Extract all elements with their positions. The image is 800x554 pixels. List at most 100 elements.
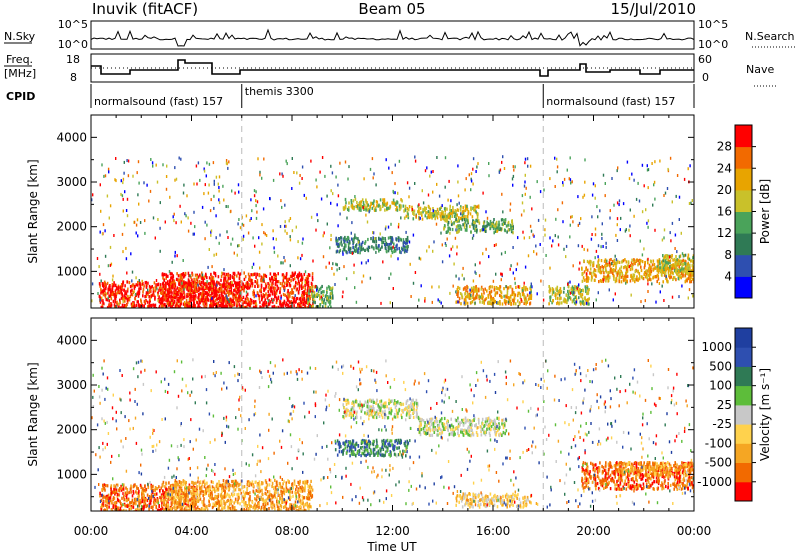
- range-gate-cell: [326, 194, 328, 198]
- range-gate-cell: [157, 299, 159, 303]
- y-tick-label: 3000: [56, 175, 87, 189]
- range-gate-cell: [202, 285, 204, 289]
- range-gate-cell: [470, 301, 473, 305]
- colorbar-segment: [735, 168, 752, 191]
- range-gate-cell: [173, 293, 175, 297]
- range-gate-cell: [529, 195, 531, 199]
- range-gate-cell: [345, 201, 347, 205]
- range-gate-cell: [509, 208, 511, 212]
- range-gate-cell: [215, 295, 218, 299]
- range-gate-cell: [101, 488, 103, 492]
- range-gate-cell: [208, 276, 211, 280]
- range-gate-cell: [661, 262, 664, 266]
- range-gate-cell: [476, 289, 479, 293]
- range-gate-cell: [367, 245, 370, 249]
- range-gate-cell: [203, 192, 205, 196]
- range-gate-cell: [495, 272, 497, 276]
- range-gate-cell: [287, 305, 289, 308]
- range-gate-cell: [616, 223, 618, 227]
- range-gate-cell: [360, 245, 363, 249]
- range-gate-cell: [352, 238, 355, 242]
- range-gate-cell: [563, 286, 565, 290]
- range-gate-cell: [137, 280, 139, 285]
- range-gate-cell: [372, 176, 374, 180]
- range-gate-cell: [476, 165, 478, 169]
- range-gate-cell: [664, 191, 667, 195]
- range-gate-cell: [223, 272, 226, 276]
- range-gate-cell: [548, 302, 550, 306]
- range-gate-cell: [385, 250, 388, 254]
- range-gate-cell: [289, 305, 292, 308]
- range-gate-cell: [289, 291, 292, 295]
- range-gate-cell: [306, 294, 308, 298]
- range-gate-cell: [459, 206, 462, 211]
- range-gate-cell: [158, 306, 160, 308]
- range-gate-cell: [463, 225, 466, 229]
- range-gate-cell: [360, 204, 362, 208]
- range-gate-cell: [571, 285, 574, 289]
- range-gate-cell: [99, 284, 101, 288]
- range-gate-cell: [160, 291, 163, 295]
- range-gate-cell: [119, 500, 121, 504]
- range-gate-cell: [104, 295, 107, 299]
- range-gate-cell: [142, 487, 144, 491]
- range-gate-cell: [449, 204, 451, 208]
- range-gate-cell: [450, 247, 452, 251]
- range-gate-cell: [198, 298, 200, 302]
- range-gate-cell: [300, 285, 303, 289]
- range-gate-cell: [226, 300, 229, 305]
- range-gate-cell: [219, 283, 221, 287]
- range-gate-cell: [198, 280, 201, 284]
- range-gate-cell: [323, 298, 326, 302]
- beam-title: Beam 05: [358, 0, 425, 18]
- range-gate-cell: [188, 298, 191, 302]
- range-gate-cell: [419, 206, 422, 210]
- range-gate-cell: [662, 280, 664, 284]
- range-gate-cell: [176, 291, 179, 295]
- range-gate-cell: [264, 273, 266, 277]
- range-gate-cell: [340, 236, 342, 240]
- range-gate-cell: [163, 279, 166, 283]
- range-gate-cell: [403, 241, 405, 245]
- range-gate-cell: [125, 304, 128, 308]
- range-gate-cell: [523, 293, 525, 297]
- range-gate-cell: [686, 277, 688, 281]
- range-gate-cell: [507, 300, 510, 304]
- range-gate-cell: [245, 286, 248, 290]
- range-gate-cell: [524, 173, 526, 177]
- range-gate-cell: [215, 236, 217, 240]
- range-gate-cell: [118, 289, 121, 293]
- range-gate-cell: [358, 239, 360, 243]
- range-gate-cell: [225, 205, 227, 208]
- range-gate-cell: [100, 279, 102, 283]
- range-gate-cell: [512, 246, 514, 249]
- range-gate-cell: [224, 282, 226, 286]
- range-gate-cell: [349, 241, 351, 245]
- range-gate-cell: [106, 194, 109, 198]
- range-gate-cell: [354, 197, 357, 201]
- range-gate-cell: [677, 273, 679, 277]
- range-gate-cell: [477, 162, 479, 166]
- range-gate-cell: [199, 178, 201, 182]
- range-gate-cell: [301, 281, 303, 285]
- range-gate-cell: [590, 275, 593, 279]
- range-gate-cell: [514, 281, 516, 285]
- range-gate-cell: [347, 245, 350, 249]
- range-gate-cell: [127, 295, 129, 298]
- range-gate-cell: [581, 244, 583, 248]
- range-gate-cell: [441, 210, 443, 214]
- range-gate-cell: [573, 287, 575, 291]
- range-gate-cell: [597, 264, 599, 268]
- range-gate-cell: [123, 160, 125, 164]
- range-gate-cell: [171, 283, 174, 287]
- range-gate-cell: [518, 285, 521, 289]
- range-gate-cell: [165, 288, 167, 292]
- range-gate-cell: [170, 305, 172, 308]
- range-gate-cell: [581, 300, 583, 304]
- range-gate-cell: [164, 287, 166, 291]
- range-gate-cell: [136, 507, 139, 511]
- range-gate-cell: [180, 293, 182, 297]
- range-gate-cell: [659, 268, 662, 272]
- range-gate-cell: [501, 192, 503, 196]
- range-gate-cell: [140, 286, 142, 291]
